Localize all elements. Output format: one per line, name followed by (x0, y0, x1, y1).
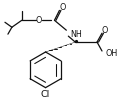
Text: Cl: Cl (41, 90, 50, 99)
Text: OH: OH (106, 49, 118, 58)
Text: O: O (35, 16, 42, 25)
Text: NH: NH (70, 30, 82, 39)
Text: O: O (102, 26, 108, 35)
Text: O: O (59, 3, 66, 12)
